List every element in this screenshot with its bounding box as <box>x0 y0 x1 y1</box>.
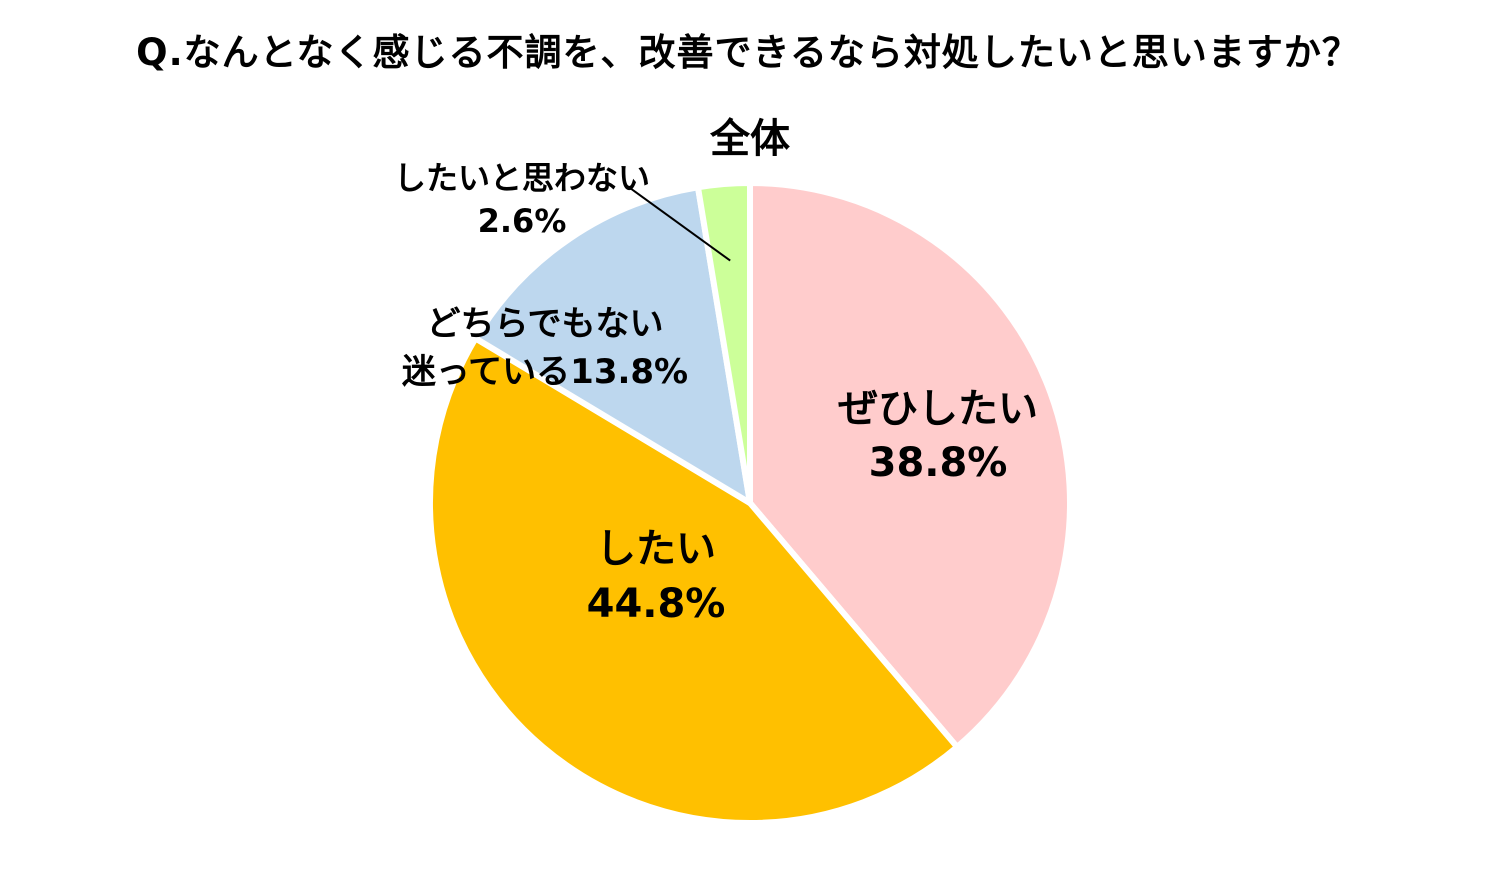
pie-slice-1 <box>427 335 961 826</box>
chart-title: 全体 <box>709 116 790 162</box>
slice-label-2: どちらでもない <box>427 304 664 344</box>
pie-slice-3 <box>694 180 753 506</box>
slice-label-3: したいと思わない <box>394 159 650 197</box>
slice-label-1: したい <box>596 526 716 572</box>
slice-value-1: 44.8% <box>587 581 726 627</box>
pie-slice-0 <box>747 180 1073 750</box>
question-title: Q.なんとなく感じる不調を、改善できるなら対処したいと思いますか？ <box>136 31 1360 74</box>
slice-value-0: 38.8% <box>869 440 1008 486</box>
slice-value-2: 迷っている13.8% <box>402 352 688 392</box>
pie-slice-2 <box>472 184 753 506</box>
leader-line-3 <box>629 187 731 262</box>
slice-value-3: 2.6% <box>478 202 567 240</box>
pie-slices <box>427 180 1073 826</box>
slice-label-0: ぜひしたい <box>838 386 1038 432</box>
